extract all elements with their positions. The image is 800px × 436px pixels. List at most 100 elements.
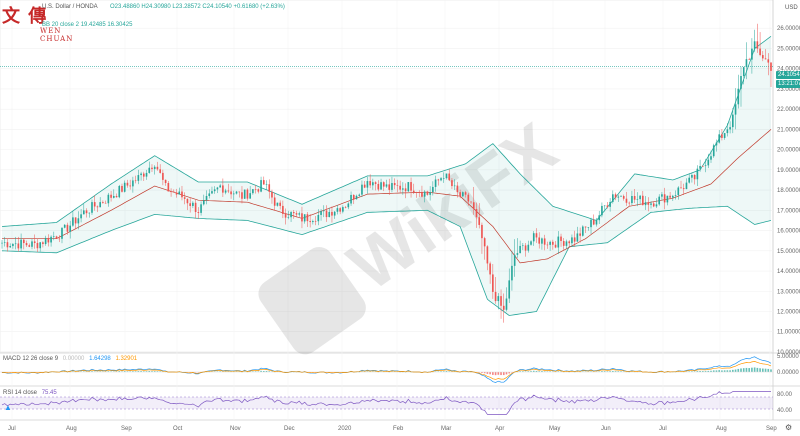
- macd-histogram-bar: [543, 371, 546, 372]
- candle-body: [434, 179, 437, 187]
- candle: [93, 195, 96, 211]
- candle-body: [587, 227, 590, 228]
- candle-body: [598, 215, 601, 221]
- macd-value-1: 0.00000: [62, 356, 85, 362]
- candle: [132, 176, 134, 193]
- signal-line: [2, 361, 772, 380]
- candle: [592, 214, 595, 226]
- chart-settings-icon[interactable]: ▲: [4, 403, 12, 412]
- x-tick-label: Jun: [601, 426, 611, 432]
- candle: [399, 180, 401, 193]
- candle: [170, 188, 172, 197]
- candle-body: [82, 210, 85, 215]
- candle: [284, 208, 287, 225]
- macd-histogram-bar: [696, 371, 699, 372]
- y-tick-label: 22.00000: [777, 107, 800, 113]
- candle: [710, 150, 712, 163]
- symbol-legend[interactable]: U.S. Dollar / HONDA: [42, 4, 101, 10]
- bollinger-upper: [1, 35, 772, 227]
- candle: [28, 243, 31, 248]
- candle: [74, 217, 77, 230]
- candle: [282, 200, 284, 219]
- candle-body: [622, 196, 625, 199]
- rsi-pane[interactable]: [0, 391, 773, 415]
- bb-legend[interactable]: BB 20 close 2 19.42485 16.30425: [42, 22, 135, 28]
- candle-body: [186, 198, 189, 204]
- macd-tick-label: 5.00000: [777, 354, 799, 360]
- macd-histogram-bar: [442, 371, 445, 372]
- rsi-legend[interactable]: RSI 14 close 75.45: [3, 390, 60, 396]
- candle: [388, 178, 391, 195]
- x-tick-label: Sep: [766, 426, 777, 432]
- y-tick-label: 11.00000: [777, 330, 800, 336]
- candle-body: [396, 185, 399, 186]
- macd-histogram-bar: [712, 370, 715, 372]
- candle: [178, 187, 181, 195]
- candle-body: [39, 242, 41, 249]
- x-tick-label: Nov: [230, 426, 241, 432]
- candle-body: [118, 185, 121, 198]
- candle-body: [543, 238, 546, 245]
- candle-body: [451, 180, 453, 187]
- candle: [519, 240, 521, 254]
- candle-body: [751, 48, 753, 60]
- macd-legend[interactable]: MACD 12 26 close 9 0.00000 1.64298 1.329…: [3, 356, 140, 362]
- macd-histogram-bar: [726, 370, 729, 372]
- candle-body: [306, 214, 309, 222]
- candle: [440, 177, 442, 182]
- macd-histogram-bar: [82, 371, 85, 372]
- candle: [595, 217, 598, 227]
- candle: [530, 240, 532, 246]
- candlesticks[interactable]: [1, 23, 772, 323]
- candle: [118, 184, 121, 199]
- candle-body: [282, 205, 284, 214]
- y-tick-label: 20.00000: [777, 148, 800, 154]
- candle-body: [265, 184, 268, 185]
- macd-histogram-bar: [734, 369, 737, 372]
- candle-body: [483, 238, 486, 247]
- candle-body: [238, 191, 241, 193]
- candle-body: [579, 233, 581, 236]
- candle-body: [753, 41, 756, 49]
- candle: [543, 234, 546, 251]
- candle-body: [309, 221, 311, 223]
- macd-pane[interactable]: [0, 356, 773, 383]
- candle: [497, 293, 500, 310]
- macd-histogram-bar: [486, 372, 489, 374]
- candle-body: [636, 199, 639, 200]
- candle: [12, 243, 14, 249]
- candle-body: [549, 241, 551, 245]
- candle: [751, 38, 753, 74]
- candle: [770, 62, 772, 87]
- candle: [606, 202, 609, 209]
- candle: [151, 164, 153, 172]
- candle: [402, 182, 404, 195]
- candle: [734, 88, 737, 130]
- macd-histogram-bar: [609, 371, 611, 372]
- candle: [230, 186, 232, 199]
- macd-histogram-bar: [590, 371, 592, 372]
- candle: [666, 195, 669, 206]
- candle: [617, 194, 620, 202]
- candle-body: [407, 182, 410, 192]
- candle: [181, 185, 183, 201]
- candle: [464, 190, 467, 198]
- macd-histogram-bar: [519, 371, 521, 372]
- candle: [393, 178, 396, 190]
- macd-histogram-bar: [761, 368, 764, 372]
- candle-body: [325, 210, 328, 218]
- candle-body: [25, 243, 28, 246]
- candle-body: [393, 183, 396, 186]
- candle: [205, 190, 208, 205]
- gear-icon[interactable]: ⚙: [785, 423, 793, 432]
- candle: [584, 226, 587, 234]
- candle: [50, 235, 52, 247]
- macd-histogram-bar: [445, 371, 448, 372]
- candle-body: [287, 217, 290, 218]
- macd-value-2: 1.64298: [89, 356, 111, 362]
- candle-body: [710, 156, 712, 160]
- rsi-value: 75.45: [41, 390, 57, 396]
- candle: [562, 238, 565, 251]
- candle-body: [399, 185, 401, 190]
